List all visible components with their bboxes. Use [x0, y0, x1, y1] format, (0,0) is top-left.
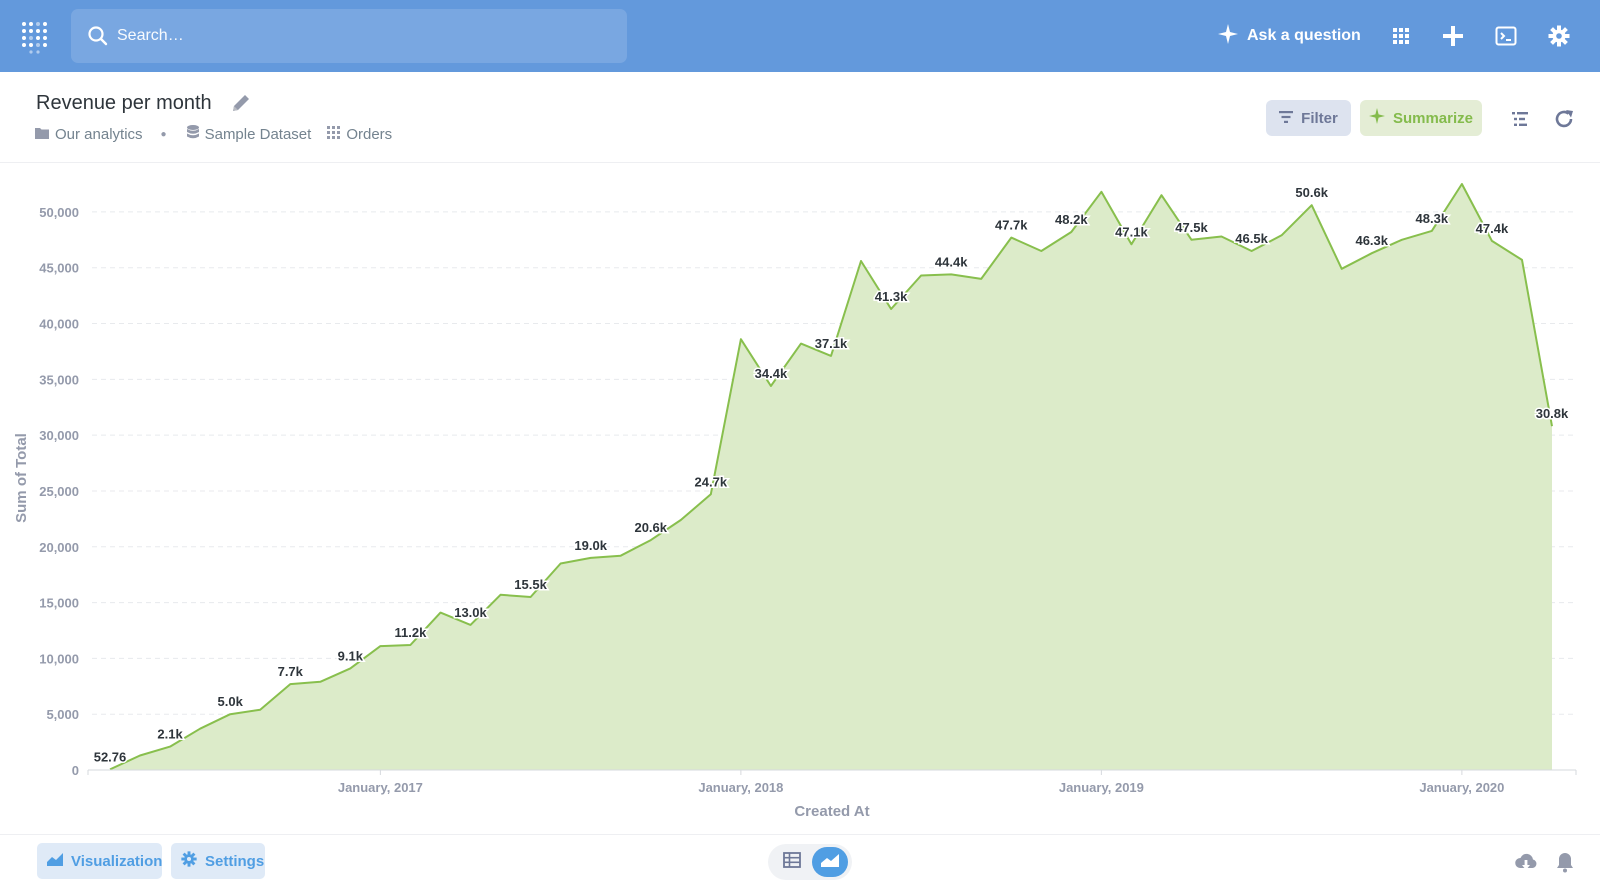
y-tick-label: 30,000 — [39, 428, 79, 443]
x-tick-label: January, 2018 — [698, 780, 783, 795]
area-chart-icon — [821, 853, 839, 872]
breadcrumb-table-label: Orders — [346, 125, 393, 143]
data-label: 19.0k — [574, 538, 607, 553]
breadcrumb-collection[interactable]: Our analytics — [35, 126, 143, 143]
filter-icon — [1279, 110, 1301, 127]
download-icon[interactable] — [1514, 850, 1538, 874]
data-labels: 52.76 2.1k 5.0k 7.7k 9.1k 11.2k 13.0k 15.5k 19.0… — [92, 184, 1570, 766]
filter-label: Filter — [1301, 109, 1338, 127]
y-axis-ticks: 0 5,000 10,000 15,000 20,000 25,000 30,000 35,0… — [39, 205, 79, 778]
gear-icon — [181, 851, 205, 871]
question-title[interactable]: Revenue per month — [36, 92, 212, 114]
pencil-icon[interactable] — [229, 91, 253, 115]
data-label: 7.7k — [278, 664, 304, 679]
y-tick-label: 5,000 — [46, 707, 79, 722]
y-axis-title: Sum of Total — [13, 433, 30, 523]
footer-bar: Visualization Settings — [0, 834, 1600, 887]
breadcrumb-collection-label: Our analytics — [55, 125, 143, 143]
database-icon — [186, 125, 205, 143]
summarize-label: Summarize — [1392, 109, 1474, 127]
data-label: 34.4k — [755, 366, 788, 381]
y-tick-label: 40,000 — [39, 317, 79, 332]
y-tick-label: 50,000 — [39, 205, 79, 220]
refresh-icon[interactable] — [1553, 108, 1575, 130]
x-tick-label: January, 2019 — [1059, 780, 1144, 795]
gear-icon[interactable] — [1544, 21, 1574, 51]
data-label: 13.0k — [454, 605, 487, 620]
view-toggle — [768, 844, 852, 880]
breadcrumb-separator: ● — [160, 128, 167, 140]
settings-label: Settings — [205, 852, 265, 870]
x-tick-label: January, 2020 — [1419, 780, 1504, 795]
x-axis-ticks: January, 2017 January, 2018 January, 2019 J… — [87, 770, 1577, 795]
metabase-logo-icon[interactable] — [18, 18, 54, 54]
area-chart-icon — [47, 852, 71, 870]
revenue-area-chart: 0 5,000 10,000 15,000 20,000 25,000 30,000 35,0… — [13, 183, 1577, 820]
data-label: 24.7k — [695, 474, 728, 489]
data-label: 37.1k — [815, 336, 848, 351]
settings-button[interactable]: Settings — [171, 843, 265, 879]
data-label: 46.3k — [1355, 233, 1388, 248]
visualization-button[interactable]: Visualization — [37, 843, 162, 879]
data-label: 20.6k — [634, 520, 667, 535]
data-label: 48.3k — [1416, 211, 1449, 226]
search-bar[interactable] — [71, 9, 627, 63]
data-label: 48.2k — [1055, 212, 1088, 227]
breadcrumb-database[interactable]: Sample Dataset — [186, 125, 312, 143]
data-label: 47.7k — [995, 218, 1028, 233]
bell-icon[interactable] — [1553, 850, 1577, 874]
x-axis-title: Created At — [794, 803, 869, 820]
data-label: 50.6k — [1295, 185, 1328, 200]
top-navigation-bar: Ask a question — [0, 0, 1600, 72]
chart-view-toggle[interactable] — [812, 847, 848, 877]
question-header: Revenue per month Our analytics ● Sample… — [0, 72, 1600, 163]
grid-apps-icon[interactable] — [1386, 21, 1416, 51]
data-label: 15.5k — [514, 577, 547, 592]
sparkle-icon — [1368, 108, 1393, 128]
folder-icon — [35, 126, 55, 143]
y-tick-label: 20,000 — [39, 540, 79, 555]
sql-editor-icon[interactable] — [1491, 21, 1521, 51]
y-tick-label: 0 — [72, 763, 79, 778]
data-label: 47.5k — [1175, 220, 1208, 235]
breadcrumb: Our analytics ● Sample Dataset Orders — [35, 125, 392, 143]
y-tick-label: 45,000 — [39, 261, 79, 276]
y-tick-label: 35,000 — [39, 372, 79, 387]
y-tick-label: 25,000 — [39, 484, 79, 499]
ask-a-question-label: Ask a question — [1247, 27, 1361, 44]
data-label: 47.1k — [1115, 224, 1148, 239]
data-label: 30.8k — [1536, 406, 1569, 421]
data-label: 9.1k — [338, 648, 364, 663]
breadcrumb-table[interactable]: Orders — [327, 125, 393, 143]
sparkle-icon — [1218, 23, 1247, 49]
plus-icon[interactable] — [1438, 21, 1468, 51]
data-label: 11.2k — [395, 625, 428, 640]
x-tick-label: January, 2017 — [338, 780, 423, 795]
y-tick-label: 10,000 — [39, 651, 79, 666]
table-icon — [783, 851, 801, 873]
series-line[interactable] — [109, 183, 1553, 771]
data-label: 47.4k — [1476, 221, 1509, 236]
y-tick-label: 15,000 — [39, 596, 79, 611]
summarize-button[interactable]: Summarize — [1360, 100, 1482, 136]
visualization-label: Visualization — [71, 852, 163, 870]
data-label: 2.1k — [157, 727, 183, 742]
data-label: 46.5k — [1235, 231, 1268, 246]
search-icon — [87, 25, 109, 47]
data-label: 5.0k — [218, 694, 244, 709]
area-series[interactable] — [109, 183, 1553, 771]
filter-button[interactable]: Filter — [1266, 100, 1351, 136]
search-input[interactable] — [117, 27, 597, 45]
area-fill — [110, 184, 1552, 770]
data-label: 44.4k — [935, 254, 968, 269]
data-label: 41.3k — [875, 289, 908, 304]
breadcrumb-database-label: Sample Dataset — [204, 125, 312, 143]
table-grid-icon — [327, 125, 346, 143]
ask-a-question-button[interactable]: Ask a question — [1218, 22, 1361, 50]
notebook-editor-icon[interactable] — [1509, 108, 1531, 130]
table-view-toggle[interactable] — [774, 847, 810, 877]
data-label: 52.76 — [94, 749, 127, 764]
